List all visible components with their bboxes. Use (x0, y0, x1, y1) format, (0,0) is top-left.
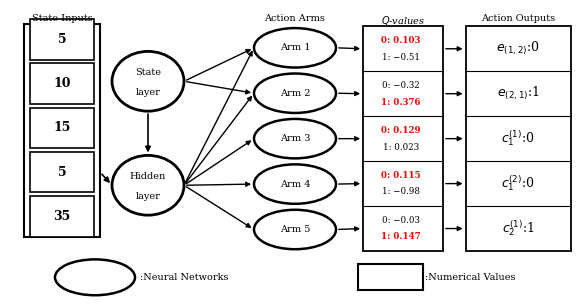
FancyBboxPatch shape (358, 264, 423, 290)
Ellipse shape (254, 210, 336, 249)
Text: 1: −0.51: 1: −0.51 (382, 53, 420, 62)
FancyBboxPatch shape (466, 26, 570, 251)
Text: 1: −0.98: 1: −0.98 (382, 188, 420, 196)
Ellipse shape (112, 155, 184, 215)
Text: Action Outputs: Action Outputs (481, 14, 555, 23)
Text: 0: −0.03: 0: −0.03 (382, 216, 420, 225)
Text: Arm 1: Arm 1 (280, 43, 310, 52)
Ellipse shape (112, 51, 184, 111)
Text: :Numerical Values: :Numerical Values (425, 273, 516, 282)
Text: layer: layer (136, 88, 161, 96)
Text: 0: 0.129: 0: 0.129 (381, 126, 421, 135)
FancyBboxPatch shape (24, 24, 100, 237)
Text: 1: 0.376: 1: 0.376 (381, 98, 421, 106)
FancyBboxPatch shape (363, 26, 443, 251)
Text: $c_1^{(1)}$:0: $c_1^{(1)}$:0 (501, 129, 535, 148)
FancyBboxPatch shape (30, 152, 94, 192)
Text: Arm 2: Arm 2 (280, 89, 310, 98)
Text: Arm 4: Arm 4 (280, 180, 310, 188)
Text: Action Arms: Action Arms (265, 14, 325, 23)
Text: :Neural Networks: :Neural Networks (140, 273, 229, 282)
Text: 0: 0.115: 0: 0.115 (381, 171, 421, 180)
Text: $c_2^{(1)}$:1: $c_2^{(1)}$:1 (502, 219, 534, 238)
Text: $Q$-values: $Q$-values (381, 14, 425, 27)
Text: 5: 5 (58, 33, 66, 46)
FancyBboxPatch shape (30, 63, 94, 104)
Text: Hidden: Hidden (130, 172, 166, 181)
Text: 1: 0.147: 1: 0.147 (381, 233, 421, 241)
FancyBboxPatch shape (30, 19, 94, 60)
Text: layer: layer (136, 192, 161, 200)
Text: $e_{(2,1)}$:1: $e_{(2,1)}$:1 (496, 85, 539, 103)
Text: 35: 35 (54, 210, 71, 223)
Text: 15: 15 (54, 121, 71, 134)
FancyBboxPatch shape (30, 108, 94, 148)
Text: $c_1^{(2)}$:0: $c_1^{(2)}$:0 (501, 174, 535, 193)
Ellipse shape (254, 164, 336, 204)
Text: Arm 3: Arm 3 (280, 134, 310, 143)
Ellipse shape (254, 73, 336, 113)
Text: 5: 5 (58, 166, 66, 179)
Text: 0: −0.32: 0: −0.32 (382, 81, 420, 90)
Text: Arm 5: Arm 5 (280, 225, 310, 234)
Text: 1: 0.023: 1: 0.023 (383, 143, 419, 151)
Ellipse shape (254, 28, 336, 68)
Text: State: State (135, 69, 161, 77)
Text: State Inputs: State Inputs (32, 14, 92, 23)
Text: 10: 10 (54, 77, 71, 90)
FancyBboxPatch shape (30, 196, 94, 237)
Text: 0: 0.103: 0: 0.103 (381, 36, 421, 45)
Ellipse shape (55, 259, 135, 295)
Ellipse shape (254, 119, 336, 159)
Text: $e_{(1,2)}$:0: $e_{(1,2)}$:0 (496, 40, 540, 58)
